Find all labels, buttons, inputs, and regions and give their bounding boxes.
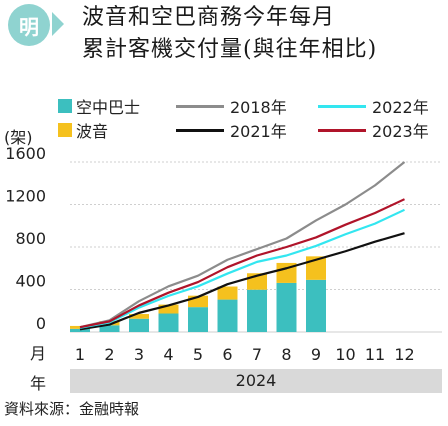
x-tick-label: 3 bbox=[134, 345, 144, 364]
title-line-1: 波音和空巴商務今年每月 bbox=[82, 5, 336, 30]
series-lines bbox=[79, 161, 406, 331]
bar-airbus bbox=[129, 318, 149, 332]
x-tick-label: 6 bbox=[222, 345, 232, 364]
bar-airbus bbox=[306, 279, 326, 332]
legend-2018: 2018年 bbox=[176, 94, 287, 118]
year-value: 2024 bbox=[235, 371, 277, 390]
legend-boeing: 波音 bbox=[58, 118, 108, 142]
y-tick-label: 800 bbox=[15, 229, 46, 248]
x-tick-label: 12 bbox=[394, 345, 414, 364]
y-tick-label: 1600 bbox=[5, 144, 46, 163]
bar-boeing bbox=[158, 304, 179, 314]
x-tick-label: 1 bbox=[75, 345, 85, 364]
legend-2022: 2022年 bbox=[318, 94, 429, 118]
chevron-right-icon bbox=[52, 12, 64, 36]
bar-airbus bbox=[158, 313, 179, 332]
bar-airbus bbox=[276, 282, 297, 332]
x-tick-label: 10 bbox=[335, 345, 355, 364]
bar-airbus bbox=[247, 289, 267, 332]
legend-airbus: 空中巴士 bbox=[58, 94, 140, 118]
y-tick-label: 400 bbox=[15, 272, 46, 291]
bar-boeing bbox=[217, 286, 238, 300]
bar-boeing bbox=[188, 295, 208, 308]
year-axis-label: 年 bbox=[30, 374, 47, 393]
line-2022-swatch bbox=[318, 104, 366, 108]
x-tick-label: 4 bbox=[163, 345, 173, 364]
legend-2023: 2023年 bbox=[318, 118, 429, 142]
legend-2021-label: 2021年 bbox=[230, 122, 287, 141]
chart-title: 波音和空巴商務今年每月 累計客機交付量(與往年相比) bbox=[82, 2, 444, 66]
line-2021 bbox=[79, 232, 405, 331]
title-line-2: 累計客機交付量(與往年相比) bbox=[82, 37, 378, 62]
line-2022 bbox=[79, 208, 405, 329]
legend-boeing-label: 波音 bbox=[76, 122, 109, 141]
bar-airbus bbox=[217, 299, 238, 332]
boeing-swatch bbox=[58, 123, 72, 137]
y-tick-labels: 0 400 800 1200 1600 bbox=[5, 144, 46, 333]
legend-2023-label: 2023年 bbox=[372, 122, 429, 141]
airbus-swatch bbox=[58, 99, 72, 113]
bar-airbus bbox=[99, 325, 120, 332]
x-tick-label: 2 bbox=[104, 345, 114, 364]
y-axis-unit: (架) bbox=[4, 128, 33, 147]
year-band: 2024 bbox=[70, 369, 442, 393]
legend-2018-label: 2018年 bbox=[230, 98, 287, 117]
line-2023 bbox=[79, 198, 405, 329]
bar-boeing bbox=[129, 314, 149, 319]
x-tick-labels: 1 2 3 4 5 6 7 8 9 10 11 12 bbox=[75, 345, 415, 364]
y-tick-label: 0 bbox=[36, 314, 46, 333]
line-2018-swatch bbox=[176, 104, 224, 108]
bar-airbus bbox=[188, 307, 208, 332]
y-tick-label: 1200 bbox=[5, 187, 46, 206]
legend-2022-label: 2022年 bbox=[372, 98, 429, 117]
line-2018 bbox=[79, 161, 406, 329]
month-axis-label: 月 bbox=[30, 344, 47, 363]
legend-2021: 2021年 bbox=[176, 118, 287, 142]
bar-airbus bbox=[70, 328, 90, 332]
x-tick-label: 9 bbox=[311, 345, 321, 364]
x-tick-label: 8 bbox=[281, 345, 291, 364]
legend: 空中巴士 波音 2018年 2021年 2022年 2023年 bbox=[0, 92, 448, 142]
legend-airbus-label: 空中巴士 bbox=[76, 98, 141, 117]
x-tick-label: 5 bbox=[193, 345, 203, 364]
header: 明 波音和空巴商務今年每月 累計客機交付量(與往年相比) bbox=[0, 0, 448, 88]
logo-icon: 明 bbox=[8, 4, 50, 46]
source-note: 資料來源：金融時報 bbox=[4, 400, 140, 418]
x-tick-label: 7 bbox=[252, 345, 262, 364]
bars bbox=[70, 256, 326, 332]
line-2023-swatch bbox=[318, 128, 366, 132]
x-tick-label: 11 bbox=[365, 345, 385, 364]
line-2021-swatch bbox=[176, 128, 224, 132]
